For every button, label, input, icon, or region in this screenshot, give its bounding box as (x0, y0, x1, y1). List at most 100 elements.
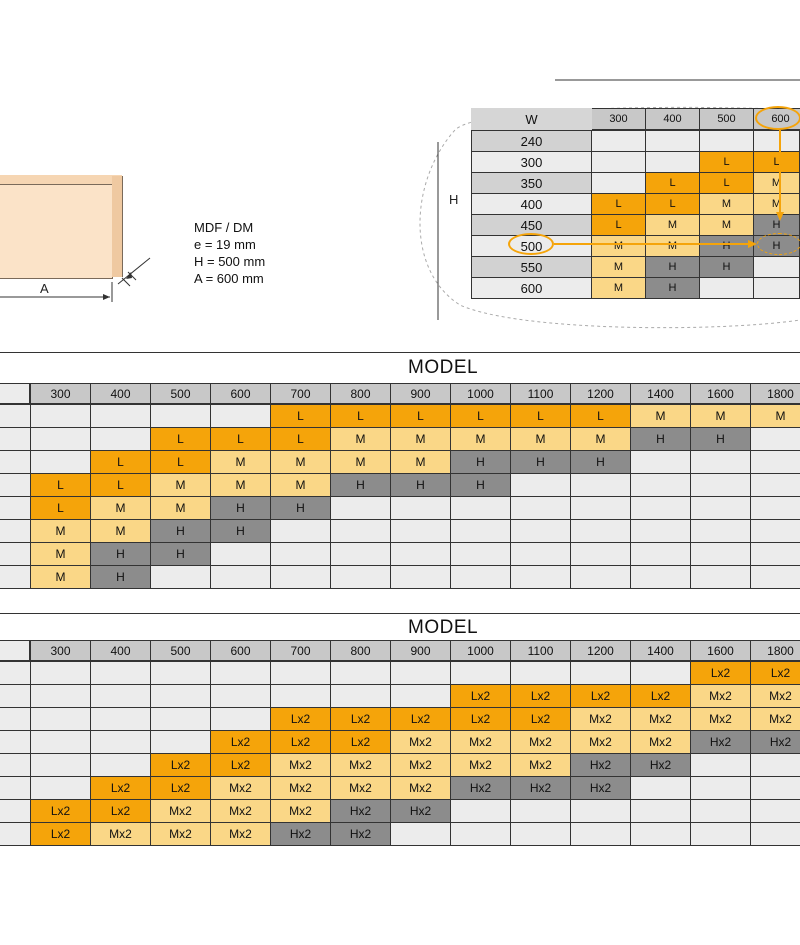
table2-cell (630, 822, 691, 846)
table1-cell (630, 473, 691, 497)
table1-cell (630, 496, 691, 520)
table1-cell: L (330, 404, 391, 428)
inset-row-header: 300 (471, 151, 592, 173)
highlight-row-500 (508, 233, 554, 255)
table2-cell (510, 822, 571, 846)
table2-cell (750, 776, 800, 800)
table1-cell: L (90, 450, 151, 474)
table2-cell (150, 684, 211, 708)
table1-cell (630, 519, 691, 543)
table1-cell (750, 542, 800, 566)
table2-cell (630, 661, 691, 685)
table2-cell: Mx2 (570, 707, 631, 731)
table2-cell: Mx2 (690, 684, 751, 708)
table2-col-header: 900 (390, 640, 451, 661)
inset-row-header: 350 (471, 172, 592, 194)
table2-cell (630, 799, 691, 823)
table2-cell (150, 730, 211, 754)
table2-cell: Hx2 (390, 799, 451, 823)
table1-cell (270, 542, 331, 566)
table1-col-header: 400 (90, 383, 151, 404)
table1-cell (150, 404, 211, 428)
table1-cell (510, 519, 571, 543)
table1-cell (690, 542, 751, 566)
table2-cell (450, 661, 511, 685)
table1-cell (390, 496, 451, 520)
table2-cell (150, 661, 211, 685)
table1-row-header (0, 404, 31, 428)
table2-cell (90, 730, 151, 754)
table1-cell (570, 565, 631, 589)
table1-cell (390, 565, 451, 589)
table2-cell (630, 776, 691, 800)
table1-cell: M (270, 450, 331, 474)
table1-top-rule (0, 352, 800, 353)
table2-col-header: 500 (150, 640, 211, 661)
table2-cell (90, 753, 151, 777)
table1-cell: L (270, 404, 331, 428)
table1-cell (330, 565, 391, 589)
table2-cell: Lx2 (150, 776, 211, 800)
table2-col-header: 600 (210, 640, 271, 661)
table1-cell (30, 450, 91, 474)
inset-row-header: 400 (471, 193, 592, 215)
table1-cell: M (750, 404, 800, 428)
table2-cell (570, 799, 631, 823)
table1-cell: H (390, 473, 451, 497)
table2-col-header: 1600 (690, 640, 751, 661)
table2-cell: Lx2 (510, 707, 571, 731)
table2-col-header: 400 (90, 640, 151, 661)
table2-cell (90, 684, 151, 708)
table2-row-header (0, 661, 31, 685)
table1-cell (450, 565, 511, 589)
board-side-face (112, 176, 123, 277)
table1-row-header (0, 565, 31, 589)
table2-col-header: 1200 (570, 640, 631, 661)
table2-cell (510, 799, 571, 823)
table1-cell (750, 427, 800, 451)
table2-cell: Lx2 (30, 799, 91, 823)
table2-cell: Lx2 (630, 684, 691, 708)
table1-cell: M (90, 496, 151, 520)
table1-cell (690, 519, 751, 543)
table1-cell: M (330, 450, 391, 474)
table2-col-header: 700 (270, 640, 331, 661)
table2-cell: Hx2 (270, 822, 331, 846)
table1-cell: M (30, 519, 91, 543)
table2-row-header (0, 730, 31, 754)
table2-cell (690, 799, 751, 823)
table2-cell (750, 753, 800, 777)
table2-cell: Mx2 (750, 707, 800, 731)
table2-cell: Hx2 (750, 730, 800, 754)
table2-corner-cell (0, 640, 30, 661)
table1-cell (330, 542, 391, 566)
table2-cell (270, 661, 331, 685)
table2-cell: Lx2 (270, 707, 331, 731)
inset-cell (699, 277, 754, 299)
table2-cell: Lx2 (450, 684, 511, 708)
table2-row-header (0, 822, 31, 846)
table1-cell: H (570, 450, 631, 474)
table1-cell (270, 565, 331, 589)
table2-cell: Lx2 (210, 753, 271, 777)
table1-cell: L (90, 473, 151, 497)
table2-cell: Lx2 (330, 707, 391, 731)
table1-row-header (0, 427, 31, 451)
inset-w-label: W (525, 111, 538, 127)
table1-cell (570, 473, 631, 497)
table1-row-header (0, 519, 31, 543)
table1-cell: H (150, 519, 211, 543)
table1-col-header: 1200 (570, 383, 631, 404)
table1-cell (390, 542, 451, 566)
table1-col-header: 500 (150, 383, 211, 404)
table2-cell: Lx2 (270, 730, 331, 754)
table2-cell (390, 684, 451, 708)
table2-cell (330, 684, 391, 708)
table2-cell (30, 661, 91, 685)
table1-cell: L (270, 427, 331, 451)
table2-cell (450, 822, 511, 846)
table1-cell: L (390, 404, 451, 428)
table2-cell: Mx2 (330, 776, 391, 800)
table1-cell: M (570, 427, 631, 451)
spec-material: MDF / DM (194, 220, 254, 235)
